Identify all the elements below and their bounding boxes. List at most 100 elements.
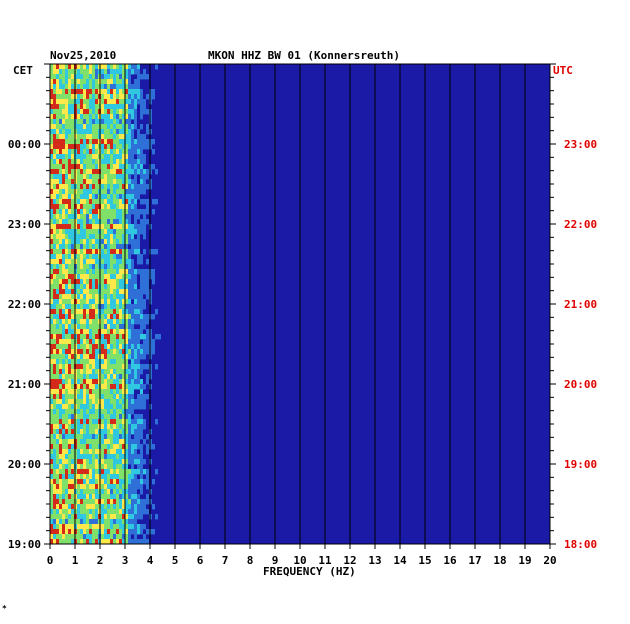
spectrogram-cell bbox=[86, 404, 89, 410]
spectrogram-cell bbox=[56, 349, 59, 355]
spectrogram-cell bbox=[119, 499, 122, 505]
spectrogram-cell bbox=[53, 519, 56, 525]
spectrogram-cell bbox=[80, 214, 83, 220]
spectrogram-cell bbox=[119, 379, 122, 385]
spectrogram-cell bbox=[71, 439, 74, 445]
spectrogram-cell bbox=[113, 314, 116, 320]
spectrogram-cell bbox=[110, 389, 113, 395]
spectrogram-cell bbox=[101, 109, 104, 115]
spectrogram-cell bbox=[113, 364, 116, 370]
spectrogram-cell bbox=[152, 274, 155, 280]
spectrogram-cell bbox=[122, 324, 125, 330]
spectrogram-cell bbox=[59, 294, 62, 300]
spectrogram-cell bbox=[146, 339, 149, 345]
spectrogram-cell bbox=[77, 254, 80, 260]
spectrogram-cell bbox=[92, 474, 95, 480]
spectrogram-cell bbox=[59, 89, 62, 95]
spectrogram-cell bbox=[119, 419, 122, 425]
spectrogram-cell bbox=[68, 269, 71, 275]
spectrogram-cell bbox=[116, 234, 119, 240]
spectrogram-cell bbox=[128, 424, 131, 430]
spectrogram-cell bbox=[65, 524, 68, 530]
spectrogram-cell bbox=[50, 124, 53, 130]
spectrogram-cell bbox=[65, 144, 68, 150]
spectrogram-cell bbox=[92, 144, 95, 150]
spectrogram-cell bbox=[140, 149, 143, 155]
spectrogram-cell bbox=[59, 114, 62, 120]
spectrogram-cell bbox=[77, 519, 80, 525]
spectrogram-cell bbox=[71, 509, 74, 515]
spectrogram-cell bbox=[56, 304, 59, 310]
spectrogram-cell bbox=[77, 279, 80, 285]
spectrogram-cell bbox=[101, 424, 104, 430]
spectrogram-cell bbox=[110, 309, 113, 315]
spectrogram-cell bbox=[68, 244, 71, 250]
spectrogram-cell bbox=[128, 204, 131, 210]
spectrogram-cell bbox=[119, 494, 122, 500]
spectrogram-cell bbox=[95, 429, 98, 435]
spectrogram-cell bbox=[83, 389, 86, 395]
spectrogram-cell bbox=[68, 419, 71, 425]
spectrogram-cell bbox=[104, 334, 107, 340]
spectrogram-cell bbox=[62, 219, 65, 225]
spectrogram-cell bbox=[83, 459, 86, 465]
spectrogram-cell bbox=[107, 409, 110, 415]
spectrogram-cell bbox=[62, 514, 65, 520]
spectrogram-cell bbox=[59, 359, 62, 365]
spectrogram-cell bbox=[131, 289, 134, 295]
spectrogram-cell bbox=[56, 419, 59, 425]
spectrogram-cell bbox=[53, 179, 56, 185]
spectrogram-cell bbox=[140, 164, 143, 170]
spectrogram-cell bbox=[134, 504, 137, 510]
spectrogram-cell bbox=[137, 139, 140, 145]
spectrogram-cell bbox=[77, 89, 80, 95]
spectrogram-cell bbox=[83, 274, 86, 280]
spectrogram-cell bbox=[131, 514, 134, 520]
spectrogram-cell bbox=[104, 379, 107, 385]
spectrogram-cell bbox=[77, 504, 80, 510]
spectrogram-cell bbox=[152, 139, 155, 145]
spectrogram-cell bbox=[122, 489, 125, 495]
spectrogram-cell bbox=[107, 529, 110, 535]
spectrogram-cell bbox=[65, 389, 68, 395]
spectrogram-cell bbox=[77, 249, 80, 255]
spectrogram-cell bbox=[71, 419, 74, 425]
spectrogram-cell bbox=[89, 474, 92, 480]
spectrogram-cell bbox=[59, 134, 62, 140]
spectrogram-cell bbox=[83, 94, 86, 100]
spectrogram-cell bbox=[92, 194, 95, 200]
spectrogram-cell bbox=[89, 119, 92, 125]
spectrogram-cell bbox=[134, 344, 137, 350]
spectrogram-cell bbox=[134, 489, 137, 495]
spectrogram-cell bbox=[89, 224, 92, 230]
spectrogram-cell bbox=[68, 339, 71, 345]
spectrogram-cell bbox=[146, 349, 149, 355]
spectrogram-cell bbox=[59, 284, 62, 290]
spectrogram-cell bbox=[65, 324, 68, 330]
spectrogram-cell bbox=[68, 464, 71, 470]
spectrogram-cell bbox=[140, 134, 143, 140]
spectrogram-cell bbox=[77, 234, 80, 240]
spectrogram-cell bbox=[92, 429, 95, 435]
spectrogram-cell bbox=[83, 164, 86, 170]
spectrogram-cell bbox=[125, 334, 128, 340]
spectrogram-cell bbox=[113, 319, 116, 325]
spectrogram-cell bbox=[131, 204, 134, 210]
spectrogram-cell bbox=[77, 239, 80, 245]
spectrogram-cell bbox=[77, 104, 80, 110]
spectrogram-cell bbox=[113, 424, 116, 430]
spectrogram-cell bbox=[128, 489, 131, 495]
spectrogram-cell bbox=[65, 304, 68, 310]
spectrogram-cell bbox=[128, 79, 131, 85]
spectrogram-cell bbox=[110, 489, 113, 495]
spectrogram-cell bbox=[95, 124, 98, 130]
spectrogram-cell bbox=[104, 484, 107, 490]
spectrogram-cell bbox=[53, 479, 56, 485]
spectrogram-cell bbox=[95, 154, 98, 160]
spectrogram-cell bbox=[104, 279, 107, 285]
spectrogram-cell bbox=[131, 169, 134, 175]
spectrogram-cell bbox=[86, 314, 89, 320]
spectrogram-cell bbox=[128, 224, 131, 230]
spectrogram-cell bbox=[113, 89, 116, 95]
spectrogram-cell bbox=[89, 499, 92, 505]
